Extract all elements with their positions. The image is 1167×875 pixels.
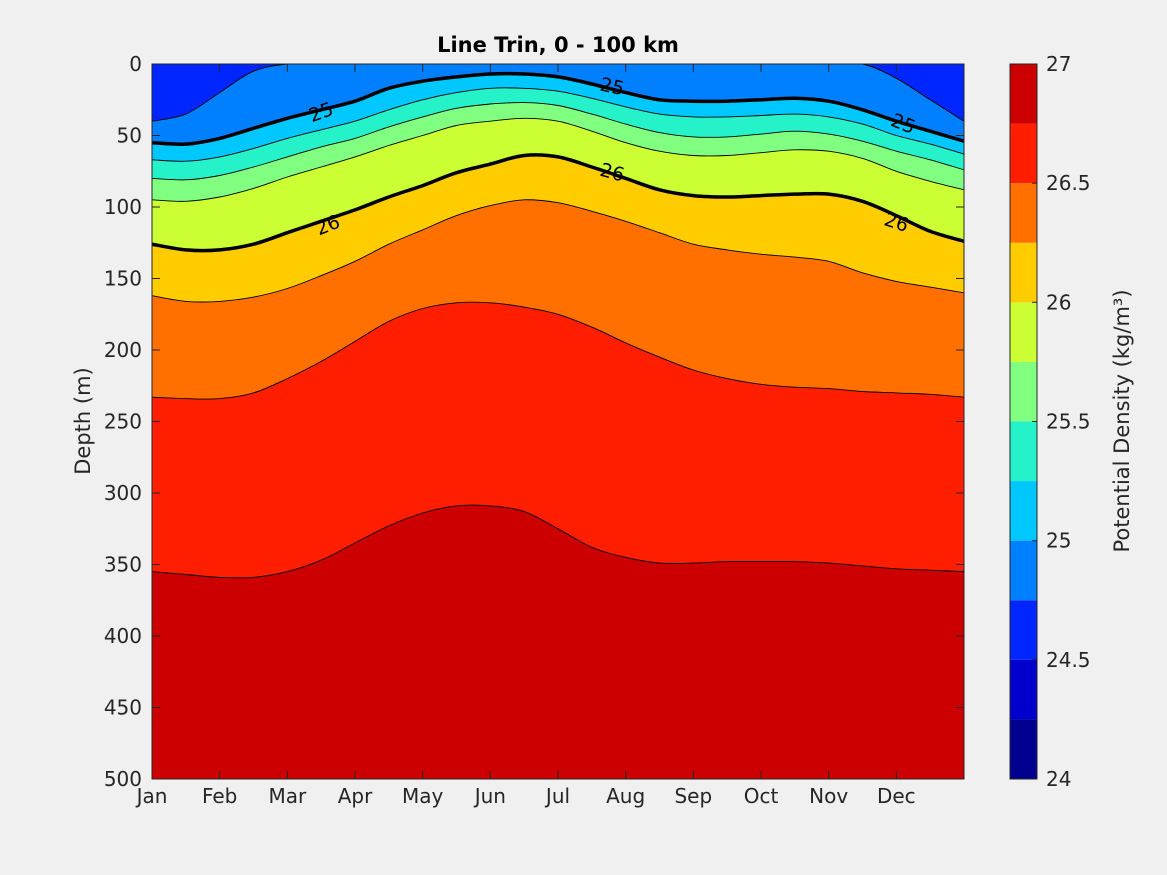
y-tick-label: 0 bbox=[129, 52, 142, 76]
isopycnal-25.75 bbox=[152, 117, 964, 202]
contour-label-group: 25 bbox=[598, 74, 626, 101]
colorbar-segment bbox=[1010, 183, 1037, 243]
x-tick-label: Aug bbox=[606, 784, 645, 808]
colorbar-tick-label: 26 bbox=[1046, 290, 1071, 314]
isopycnal-26.5 bbox=[152, 301, 964, 400]
y-tick-label: 100 bbox=[104, 195, 142, 219]
y-tick-label: 450 bbox=[104, 696, 142, 720]
x-tick-label: Sep bbox=[674, 784, 712, 808]
x-tick-label: Jan bbox=[135, 784, 168, 808]
colorbar-segment bbox=[1010, 242, 1037, 303]
isopycnal-25.5 bbox=[152, 102, 964, 181]
contour-lines bbox=[152, 64, 964, 579]
colorbar-tick-label: 27 bbox=[1046, 52, 1071, 76]
y-tick-label: 150 bbox=[104, 267, 142, 291]
colorbar-segment bbox=[1010, 600, 1037, 660]
colorbar-label: Potential Density (kg/m³) bbox=[1110, 289, 1134, 552]
density-bands bbox=[152, 64, 964, 779]
x-tick-label: Jun bbox=[473, 784, 506, 808]
colorbar-tick-label: 24.5 bbox=[1046, 648, 1091, 672]
colorbar-segment bbox=[1010, 302, 1037, 362]
y-tick-label: 400 bbox=[104, 624, 142, 648]
chart-title: Line Trin, 0 - 100 km bbox=[437, 33, 679, 57]
colorbar-segment bbox=[1010, 361, 1037, 422]
colorbar-tick-label: 25 bbox=[1046, 529, 1071, 553]
y-tick-label: 50 bbox=[117, 124, 142, 148]
y-tick-label: 500 bbox=[104, 767, 142, 791]
x-axis: Jan Feb Mar Apr May Jun Jul Aug Sep Oct Nov Dec bbox=[135, 64, 916, 808]
colorbar-tick-label: 24 bbox=[1046, 767, 1071, 791]
colorbar-tick-label: 26.5 bbox=[1046, 171, 1091, 195]
colorbar-tick-label: 25.5 bbox=[1046, 410, 1091, 434]
y-axis: 0 50 100 150 200 250 300 350 400 450 500 bbox=[104, 52, 964, 791]
colorbar-segment bbox=[1010, 659, 1037, 720]
x-tick-label: Feb bbox=[202, 784, 237, 808]
x-tick-label: Mar bbox=[268, 784, 307, 808]
x-tick-label: Dec bbox=[877, 784, 916, 808]
x-tick-label: Nov bbox=[809, 784, 848, 808]
x-tick-label: Oct bbox=[744, 784, 779, 808]
y-tick-label: 250 bbox=[104, 410, 142, 434]
colorbar-segment bbox=[1010, 481, 1037, 541]
isopycnal-25 bbox=[152, 71, 964, 146]
isopycnal-26 bbox=[152, 153, 964, 253]
y-tick-label: 350 bbox=[104, 553, 142, 577]
isopycnal-26.25 bbox=[152, 199, 964, 303]
density-band-26.75 bbox=[152, 505, 964, 779]
y-tick-label: 200 bbox=[104, 338, 142, 362]
colorbar-segment bbox=[1010, 123, 1037, 184]
colorbar-segment bbox=[1010, 64, 1037, 124]
colorbar-segment bbox=[1010, 540, 1037, 601]
y-axis-label: Depth (m) bbox=[71, 367, 95, 474]
colorbar-segment bbox=[1010, 719, 1037, 779]
y-tick-label: 300 bbox=[104, 481, 142, 505]
contour-label: 25 bbox=[598, 74, 626, 101]
colorbar: 24 24.5 25 25.5 26 26.5 27 bbox=[1009, 52, 1091, 791]
isopycnal-25.25 bbox=[152, 87, 964, 162]
x-tick-label: Jul bbox=[544, 784, 570, 808]
x-tick-label: Apr bbox=[338, 784, 373, 808]
colorbar-segment bbox=[1010, 421, 1037, 482]
x-tick-label: May bbox=[402, 784, 444, 808]
isopycnal-26.75 bbox=[152, 504, 964, 579]
